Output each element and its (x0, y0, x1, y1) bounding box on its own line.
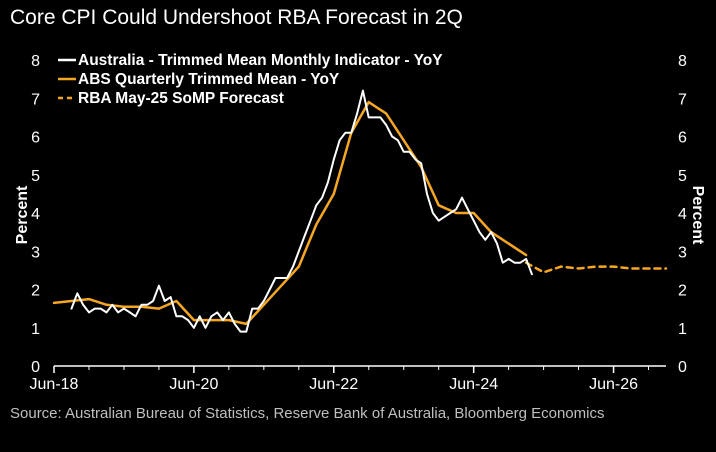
x-tick-label: Jun-20 (169, 376, 218, 393)
y-tick-label-left: 5 (31, 168, 40, 185)
series-forecast-line (524, 261, 668, 274)
y-axis-right-title: Percent (689, 186, 706, 245)
legend-label-quarterly: ABS Quarterly Trimmed Mean - YoY (78, 71, 340, 88)
y-tick-label-left: 3 (31, 244, 40, 261)
y-tick-label-left: 0 (31, 359, 40, 376)
y-tick-label-right: 1 (678, 321, 687, 338)
y-tick-label-right: 8 (678, 53, 687, 70)
series-layer (52, 89, 668, 333)
y-tick-label-right: 0 (678, 359, 687, 376)
legend-item-monthly: Australia - Trimmed Mean Monthly Indicat… (58, 52, 443, 69)
x-tick-label: Jun-26 (589, 376, 638, 393)
legend-label-monthly: Australia - Trimmed Mean Monthly Indicat… (78, 52, 443, 69)
y-tick-label-right: 4 (678, 206, 687, 223)
legend-item-quarterly: ABS Quarterly Trimmed Mean - YoY (58, 71, 340, 88)
y-tick-label-left: 8 (31, 53, 40, 70)
y-tick-label-left: 4 (31, 206, 40, 223)
series-quarterly-line (52, 100, 528, 326)
legend: Australia - Trimmed Mean Monthly Indicat… (58, 52, 443, 107)
x-axis: Jun-18 Jun-20 Jun-22 Jun-24 Jun-26 (30, 366, 650, 393)
y-tick-label-right: 6 (678, 130, 687, 147)
x-tick-label: Jun-18 (30, 376, 79, 393)
legend-item-forecast: RBA May-25 SoMP Forecast (58, 90, 284, 107)
x-tick-label: Jun-22 (309, 376, 358, 393)
y-tick-label-right: 3 (678, 244, 687, 261)
chart-title: Core CPI Could Undershoot RBA Forecast i… (10, 6, 463, 29)
legend-label-forecast: RBA May-25 SoMP Forecast (78, 90, 284, 107)
y-axis-left-title: Percent (14, 185, 31, 244)
y-tick-label-left: 6 (31, 130, 40, 147)
y-tick-label-left: 7 (31, 91, 40, 108)
y-axis-left: 0 1 2 3 4 5 6 7 8 (31, 53, 40, 376)
y-axis-right: 0 1 2 3 4 5 6 7 8 (678, 53, 687, 376)
y-tick-label-left: 1 (31, 321, 40, 338)
y-tick-label-right: 5 (678, 168, 687, 185)
y-tick-label-right: 2 (678, 283, 687, 300)
y-tick-label-right: 7 (678, 91, 687, 108)
source-note: Source: Australian Bureau of Statistics,… (10, 405, 605, 422)
y-tick-label-left: 2 (31, 283, 40, 300)
series-monthly-line (70, 89, 533, 333)
x-tick-label: Jun-24 (449, 376, 498, 393)
